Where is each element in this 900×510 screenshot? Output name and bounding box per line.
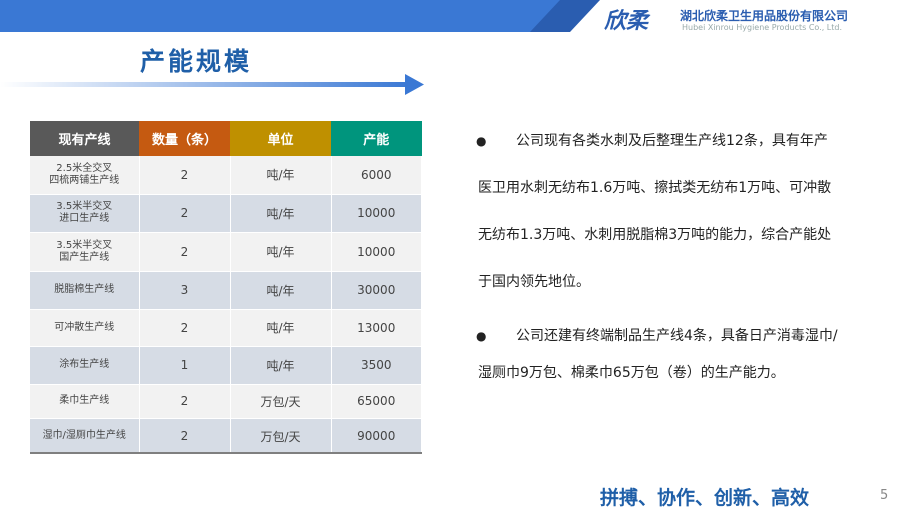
col-header-count: 数量（条）	[139, 121, 230, 156]
header-band	[0, 0, 600, 32]
cell-count: 2	[139, 156, 231, 195]
cell-unit: 吨/年	[230, 309, 332, 347]
line-name-text: 3.5米半交叉	[56, 239, 113, 251]
company-name-en: Hubei Xinrou Hygiene Products Co., Ltd.	[682, 23, 843, 32]
capacity-table: 现有产线 数量（条） 单位 产能 2.5米全交叉 四梳两铺生产线 2 吨/年 6000 3…	[30, 121, 422, 455]
cell-capacity: 90000	[331, 418, 422, 455]
page-number: 5	[880, 488, 889, 503]
cell-unit: 万包/天	[230, 384, 332, 419]
line-name-text: 2.5米全交叉	[56, 162, 113, 174]
cell-count: 3	[139, 271, 231, 310]
table-row: 涂布生产线 1 吨/年 3500	[30, 346, 422, 385]
cell-unit: 吨/年	[230, 232, 332, 272]
table-row: 柔巾生产线 2 万包/天 65000	[30, 384, 422, 419]
paragraph-1: ● 公司现有各类水刺及后整理生产线12条，具有年产医卫用水刺无纺布1.6万吨、擦…	[476, 118, 838, 306]
company-logo: 欣柔	[604, 8, 649, 34]
bullet-icon: ●	[476, 329, 487, 343]
line-name-text: 湿巾/湿厕巾生产线	[42, 430, 126, 441]
page-title: 产能规模	[140, 47, 253, 76]
table-row: 脱脂棉生产线 3 吨/年 30000	[30, 271, 422, 310]
table-row: 湿巾/湿厕巾生产线 2 万包/天 90000	[30, 418, 422, 455]
paragraph-2: ● 公司还建有终端制品生产线4条，具备日产消毒湿巾/湿厕巾9万包、棉柔巾65万包…	[476, 318, 838, 392]
cell-line-name: 可冲散生产线	[30, 309, 140, 347]
bullet-icon: ●	[476, 134, 487, 148]
table-row: 3.5米半交叉 进口生产线 2 吨/年 10000	[30, 194, 422, 233]
line-name-text: 可冲散生产线	[54, 321, 115, 333]
cell-count: 2	[139, 309, 231, 347]
cell-capacity: 13000	[331, 309, 422, 347]
cell-count: 1	[139, 346, 231, 385]
col-header-unit: 单位	[230, 121, 331, 156]
line-name-text: 脱脂棉生产线	[54, 284, 115, 295]
cell-line-name: 3.5米半交叉 国产生产线	[30, 232, 140, 272]
table-row: 可冲散生产线 2 吨/年 13000	[30, 309, 422, 347]
line-name-text: 国产生产线	[59, 251, 110, 263]
cell-capacity: 10000	[331, 232, 422, 272]
col-header-capacity: 产能	[331, 121, 422, 156]
cell-count: 2	[139, 418, 231, 455]
cell-line-name: 湿巾/湿厕巾生产线	[30, 418, 140, 455]
cell-capacity: 10000	[331, 194, 422, 233]
table-row: 2.5米全交叉 四梳两铺生产线 2 吨/年 6000	[30, 156, 422, 195]
paragraph-text: 公司现有各类水刺及后整理生产线12条，具有年产医卫用水刺无纺布1.6万吨、擦拭类…	[478, 133, 832, 290]
arrow-divider	[0, 74, 424, 95]
line-name-text: 四梳两铺生产线	[49, 174, 120, 186]
cell-unit: 吨/年	[230, 156, 332, 195]
cell-line-name: 涂布生产线	[30, 346, 140, 385]
line-name-text: 3.5米半交叉	[56, 201, 113, 212]
table-row: 3.5米半交叉 国产生产线 2 吨/年 10000	[30, 232, 422, 272]
line-name-text: 涂布生产线	[59, 359, 110, 370]
cell-unit: 吨/年	[230, 194, 332, 233]
paragraph-text: 公司还建有终端制品生产线4条，具备日产消毒湿巾/湿厕巾9万包、棉柔巾65万包（卷…	[478, 328, 838, 381]
company-name-cn: 湖北欣柔卫生用品股份有限公司	[680, 9, 849, 23]
cell-line-name: 脱脂棉生产线	[30, 271, 140, 310]
cell-line-name: 3.5米半交叉 进口生产线	[30, 194, 140, 233]
cell-line-name: 2.5米全交叉 四梳两铺生产线	[30, 156, 140, 195]
cell-line-name: 柔巾生产线	[30, 384, 140, 419]
line-name-text: 柔巾生产线	[59, 395, 110, 406]
cell-capacity: 6000	[331, 156, 422, 195]
cell-capacity: 65000	[331, 384, 422, 419]
table-bottom-border	[30, 452, 422, 454]
slogan: 拼搏、协作、创新、高效	[600, 487, 810, 509]
cell-unit: 吨/年	[230, 271, 332, 310]
cell-unit: 吨/年	[230, 346, 332, 385]
line-name-text: 进口生产线	[59, 213, 110, 224]
col-header-line: 现有产线	[30, 121, 139, 156]
cell-unit: 万包/天	[230, 418, 332, 455]
cell-count: 2	[139, 384, 231, 419]
cell-capacity: 3500	[331, 346, 422, 385]
cell-capacity: 30000	[331, 271, 422, 310]
cell-count: 2	[139, 194, 231, 233]
cell-count: 2	[139, 232, 231, 272]
